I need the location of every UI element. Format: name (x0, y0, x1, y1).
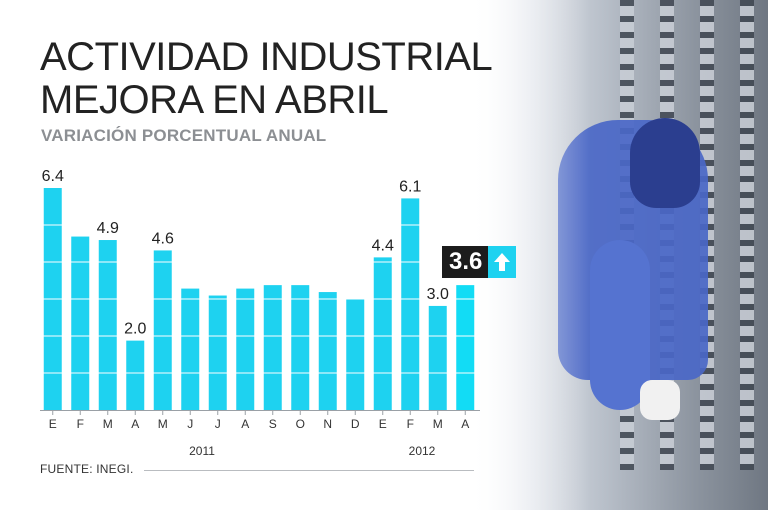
bar-a-15 (456, 285, 475, 410)
x-tick-label: F (77, 417, 84, 431)
bar-a-3 (126, 340, 145, 410)
x-tick-label: O (296, 417, 305, 431)
title-line-1: ACTIVIDAD INDUSTRIAL (40, 35, 493, 79)
bar-j-5 (181, 288, 200, 410)
data-label: 2.0 (124, 321, 146, 338)
source-divider (144, 470, 474, 471)
x-tick-label: J (215, 417, 221, 431)
conveyor-rack (740, 0, 754, 470)
background-photo (470, 0, 768, 510)
worker-glove (640, 380, 680, 420)
bar-m-14 (428, 305, 447, 410)
chart-subtitle: VARIACIÓN PORCENTUAL ANUAL (41, 126, 327, 145)
data-label: 6.1 (399, 178, 421, 195)
year-label: 2012 (409, 444, 436, 458)
worker-arm (590, 240, 650, 410)
x-tick-label: A (241, 417, 249, 431)
bar-m-4 (153, 250, 172, 410)
title-line-2: MEJORA EN ABRIL (40, 78, 389, 122)
bar-j-6 (208, 295, 227, 410)
x-tick-label: A (131, 417, 139, 431)
bar-a-7 (236, 288, 255, 410)
year-label: 2011 (189, 444, 215, 458)
x-tick-label: S (269, 417, 277, 431)
worker-head (630, 118, 700, 208)
source-note: FUENTE: INEGI. (40, 462, 134, 476)
x-tick-label: A (461, 417, 469, 431)
highlight-value: 3.6 (442, 246, 489, 278)
x-tick-label: J (187, 417, 193, 431)
x-tick-label: N (323, 417, 332, 431)
bar-n-10 (318, 292, 337, 410)
data-label: 4.4 (372, 237, 394, 254)
x-tick-label: F (407, 417, 414, 431)
data-label: 6.4 (42, 168, 64, 185)
bar-s-8 (263, 285, 282, 410)
data-label: 4.9 (97, 220, 119, 237)
x-tick-label: E (49, 417, 57, 431)
bar-d-11 (346, 299, 365, 410)
data-label: 4.6 (152, 230, 174, 247)
x-tick-label: D (351, 417, 360, 431)
highlight-callout: 3.6 (442, 246, 517, 278)
chart-title: ACTIVIDAD INDUSTRIAL MEJORA EN ABRIL (40, 36, 510, 122)
x-tick-label: M (158, 417, 168, 431)
bar-e-12 (373, 257, 392, 410)
data-label: 3.0 (427, 286, 449, 303)
x-tick-label: M (103, 417, 113, 431)
bar-o-9 (291, 285, 310, 410)
arrow-up-icon (488, 246, 517, 278)
bar-m-2 (98, 240, 117, 410)
bar-f-1 (71, 236, 90, 410)
bar-f-13 (401, 198, 420, 410)
x-tick-label: M (433, 417, 443, 431)
x-tick-label: E (379, 417, 387, 431)
